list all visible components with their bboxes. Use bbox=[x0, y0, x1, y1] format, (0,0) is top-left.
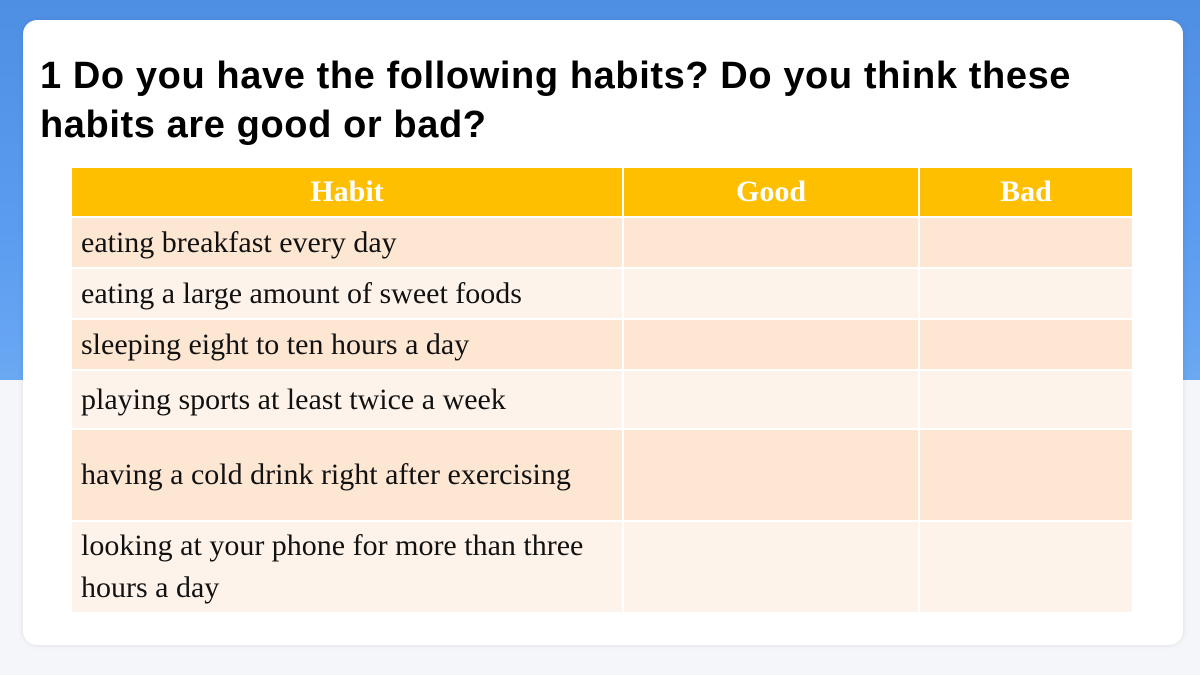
good-cell[interactable] bbox=[622, 267, 920, 320]
bad-cell[interactable] bbox=[918, 216, 1134, 269]
habits-table: Habit Good Bad eating breakfast every da… bbox=[70, 166, 1134, 614]
table-row: playing sports at least twice a week bbox=[70, 369, 1134, 430]
bad-cell[interactable] bbox=[918, 267, 1134, 320]
table-row: looking at your phone for more than thre… bbox=[70, 520, 1134, 614]
habit-cell: eating a large amount of sweet foods bbox=[70, 267, 624, 320]
header-bad: Bad bbox=[918, 166, 1134, 218]
table-header-row: Habit Good Bad bbox=[70, 166, 1134, 218]
table-row: sleeping eight to ten hours a day bbox=[70, 318, 1134, 371]
good-cell[interactable] bbox=[622, 520, 920, 614]
habit-cell: eating breakfast every day bbox=[70, 216, 624, 269]
table-row: having a cold drink right after exercisi… bbox=[70, 428, 1134, 522]
header-good: Good bbox=[622, 166, 920, 218]
bad-cell[interactable] bbox=[918, 428, 1134, 522]
good-cell[interactable] bbox=[622, 369, 920, 430]
slide-title: 1 Do you have the following habits? Do y… bbox=[40, 55, 1072, 146]
bad-cell[interactable] bbox=[918, 318, 1134, 371]
bad-cell[interactable] bbox=[918, 520, 1134, 614]
header-habit: Habit bbox=[70, 166, 624, 218]
good-cell[interactable] bbox=[622, 318, 920, 371]
good-cell[interactable] bbox=[622, 428, 920, 522]
bad-cell[interactable] bbox=[918, 369, 1134, 430]
table-row: eating breakfast every day bbox=[70, 216, 1134, 269]
table-row: eating a large amount of sweet foods bbox=[70, 267, 1134, 320]
good-cell[interactable] bbox=[622, 216, 920, 269]
habit-cell: looking at your phone for more than thre… bbox=[70, 520, 624, 614]
habit-cell: sleeping eight to ten hours a day bbox=[70, 318, 624, 371]
habit-cell: having a cold drink right after exercisi… bbox=[70, 428, 624, 522]
habit-cell: playing sports at least twice a week bbox=[70, 369, 624, 430]
